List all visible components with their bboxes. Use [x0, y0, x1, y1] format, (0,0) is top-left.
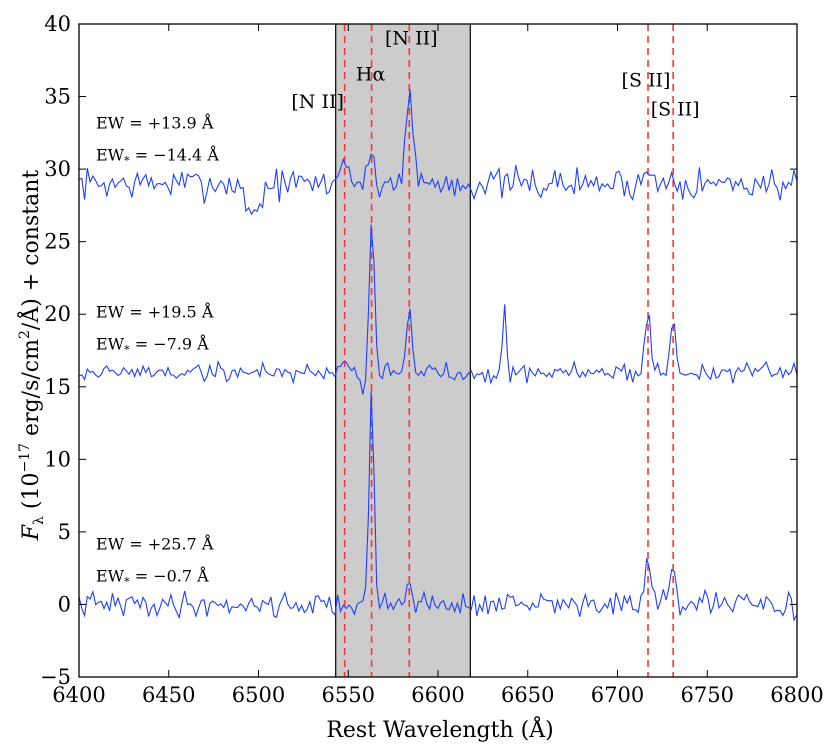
ew-label-bottom: EW = +25.7 Å — [96, 533, 214, 553]
emission-line-label-3: [S II] — [622, 69, 671, 91]
y-tick-label-30: 30 — [44, 157, 71, 181]
x-tick-label-6400: 6400 — [52, 683, 105, 707]
y-label-exp2: 2 — [17, 330, 33, 339]
y-tick-label-35: 35 — [44, 85, 71, 109]
spectrum-top — [78, 89, 798, 216]
emission-line-markers — [343, 24, 674, 677]
y-label-open: (10 — [19, 472, 44, 516]
y-label-main: F — [19, 524, 44, 541]
emission-line-label-1: Hα — [356, 64, 386, 86]
x-tick-label-6500: 6500 — [232, 683, 285, 707]
spectrum-bottom — [78, 391, 798, 623]
x-tick-label-6550: 6550 — [322, 683, 375, 707]
shaded-region-borders — [335, 24, 471, 677]
emission-line-label-0: [N II] — [291, 91, 344, 113]
ew-star-label-middle: EW* = −7.9 Å — [96, 333, 209, 356]
emission-line-label-4: [S II] — [651, 98, 700, 120]
ew-star-label-top: EW* = −14.4 Å — [96, 145, 219, 168]
x-tick-label-6450: 6450 — [142, 683, 195, 707]
y-tick-label-5: 5 — [58, 520, 71, 544]
axis-tick-labels: 6400 6450 6500 6550 6600 6650 6700 6750 6800 −5 0 5… — [40, 12, 824, 707]
x-tick-label-6750: 6750 — [681, 683, 734, 707]
y-tick-label-40: 40 — [44, 12, 71, 36]
y-tick-label-0: 0 — [58, 592, 71, 616]
spectrum-middle — [78, 224, 798, 395]
shaded-region — [335, 24, 471, 677]
y-label-mid: erg/s/cm — [19, 339, 44, 443]
y-tick-label-25: 25 — [44, 230, 71, 254]
x-tick-label-6800: 6800 — [770, 683, 823, 707]
y-label-close: /Å) + constant — [16, 170, 44, 330]
ew-label-top: EW = +13.9 Å — [96, 113, 214, 133]
equivalent-width-labels: EW = +13.9 Å EW* = −14.4 Å EW = +19.5 Å EW*… — [96, 113, 219, 589]
ew-label-middle: EW = +19.5 Å — [96, 301, 214, 321]
y-axis-label: Fλ (10−17 erg/s/cm2/Å) + constant — [16, 170, 47, 542]
y-label-exp: −17 — [17, 443, 33, 473]
y-label-sub: λ — [31, 516, 47, 525]
x-tick-label-6650: 6650 — [501, 683, 554, 707]
spectra-series — [78, 89, 798, 623]
y-tick-label-20: 20 — [44, 302, 71, 326]
x-tick-label-6600: 6600 — [411, 683, 464, 707]
y-tick-label-15: 15 — [44, 375, 71, 399]
emission-line-labels: [N II] Hα [N II] [S II] [S II] — [291, 27, 699, 120]
y-tick-label--5: −5 — [40, 665, 71, 689]
emission-line-label-2: [N II] — [385, 27, 438, 49]
y-tick-label-10: 10 — [44, 447, 71, 471]
ew-star-label-bottom: EW* = −0.7 Å — [96, 565, 209, 588]
axis-ticks — [78, 23, 798, 678]
x-tick-label-6700: 6700 — [591, 683, 644, 707]
x-axis-label: Rest Wavelength (Å) — [326, 715, 553, 743]
